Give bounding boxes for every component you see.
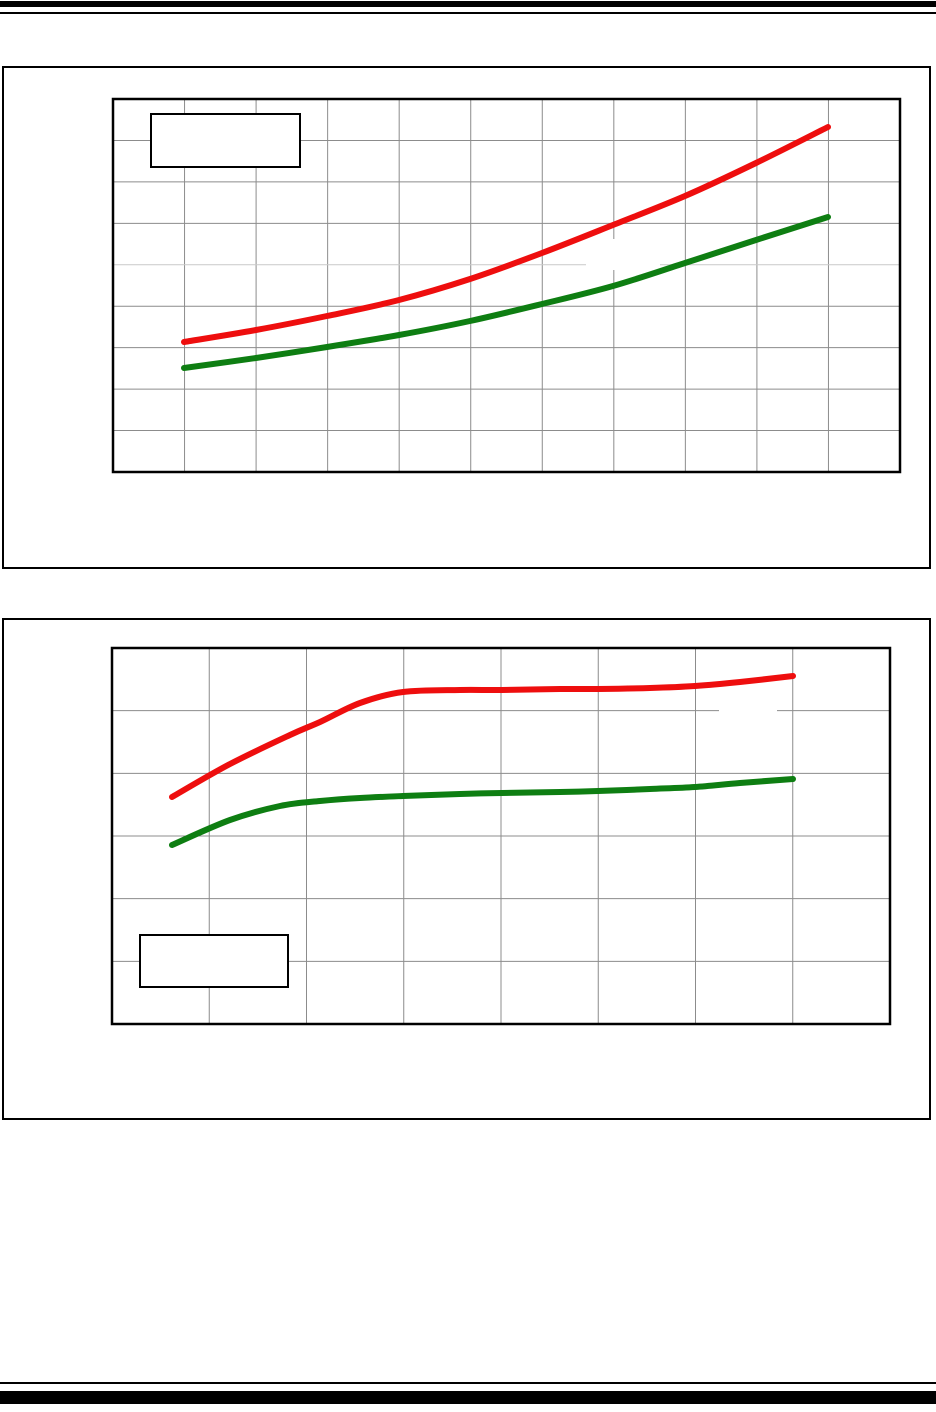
figure-2-frame [2,618,931,1120]
top-thin-rule [0,12,936,14]
chart-1-legend-box [150,113,301,168]
chart-2-green-curve [169,776,796,848]
chart-2-legend-box [139,934,289,988]
chart-2-plot-border [110,646,892,1026]
chart-2-white-patch [719,705,777,716]
chart-1-green-curve [181,214,831,371]
chart-2-red-curve [169,673,796,800]
top-thick-rule [0,1,936,7]
figure-1-frame [2,66,931,569]
chart-1-white-patch [586,239,660,270]
chart-2 [110,646,892,1026]
bottom-thick-rule [0,1391,936,1404]
chart-1-plot-border [111,97,902,474]
chart-1 [111,97,902,474]
chart-1-red-curve [181,124,831,345]
bottom-thin-rule [0,1382,936,1384]
